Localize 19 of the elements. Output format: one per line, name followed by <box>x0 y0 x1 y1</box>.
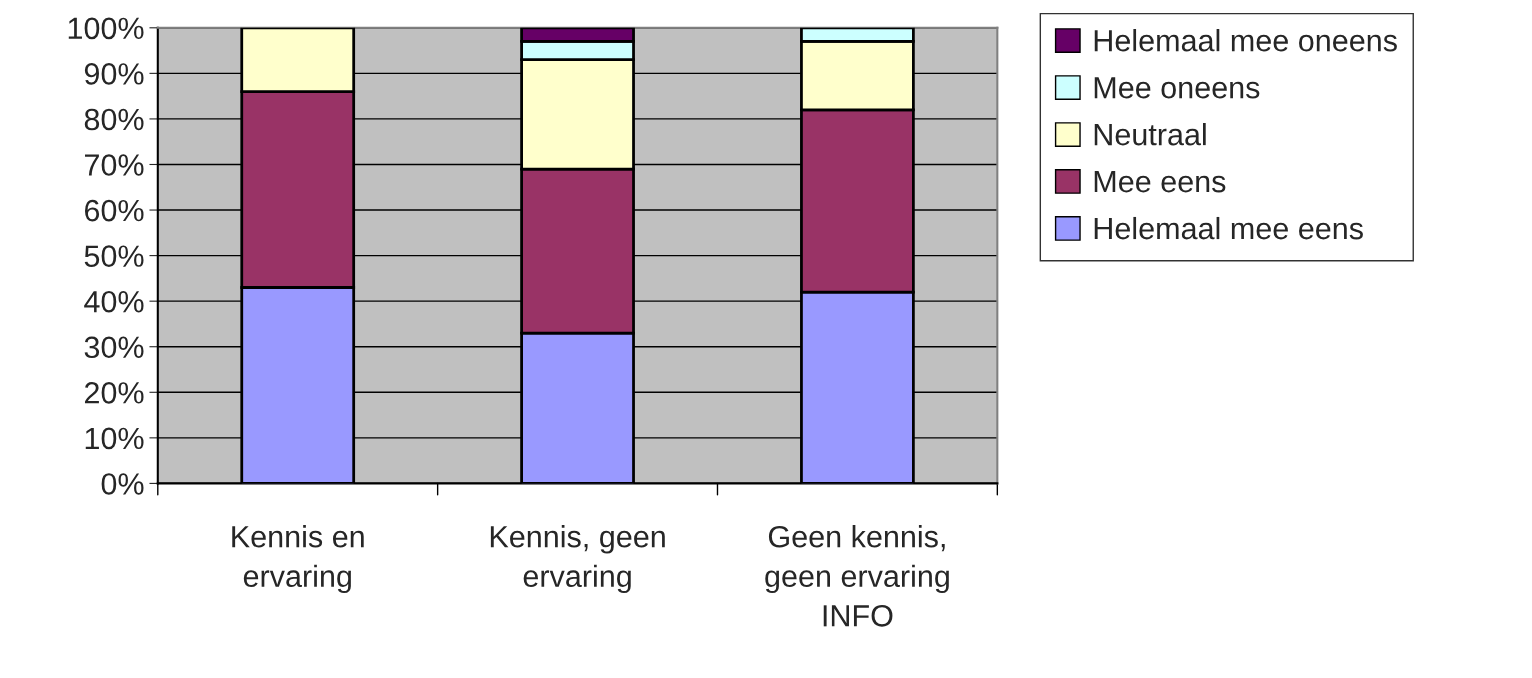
x-tick-label: Geen kennis, geen ervaring INFO <box>765 525 949 627</box>
legend-label: Mee oneens <box>1094 77 1260 99</box>
legend-label: Neutraal <box>1094 122 1206 146</box>
y-tick-label: 10% <box>85 427 144 450</box>
y-tick-label: 100% <box>68 17 144 40</box>
x-tick-label: Kennis en ervaring <box>232 525 364 594</box>
legend-label: Helemaal mee oneens <box>1094 29 1397 52</box>
y-tick-label: 20% <box>84 382 144 404</box>
y-tick-label: 80% <box>84 108 144 131</box>
x-tick-label: Kennis, geen ervaring <box>490 525 665 594</box>
y-tick-label: 50% <box>84 245 144 267</box>
y-tick-label: 60% <box>85 199 144 222</box>
y-tick-label: 30% <box>84 336 144 359</box>
y-tick-label: 70% <box>85 154 144 176</box>
y-tick-label: 90% <box>84 63 144 85</box>
legend-label: Helemaal mee eens <box>1094 216 1363 240</box>
y-tick-label: 40% <box>84 290 144 313</box>
legend-label: Mee eens <box>1094 171 1226 193</box>
y-tick-label: 0% <box>101 473 144 495</box>
